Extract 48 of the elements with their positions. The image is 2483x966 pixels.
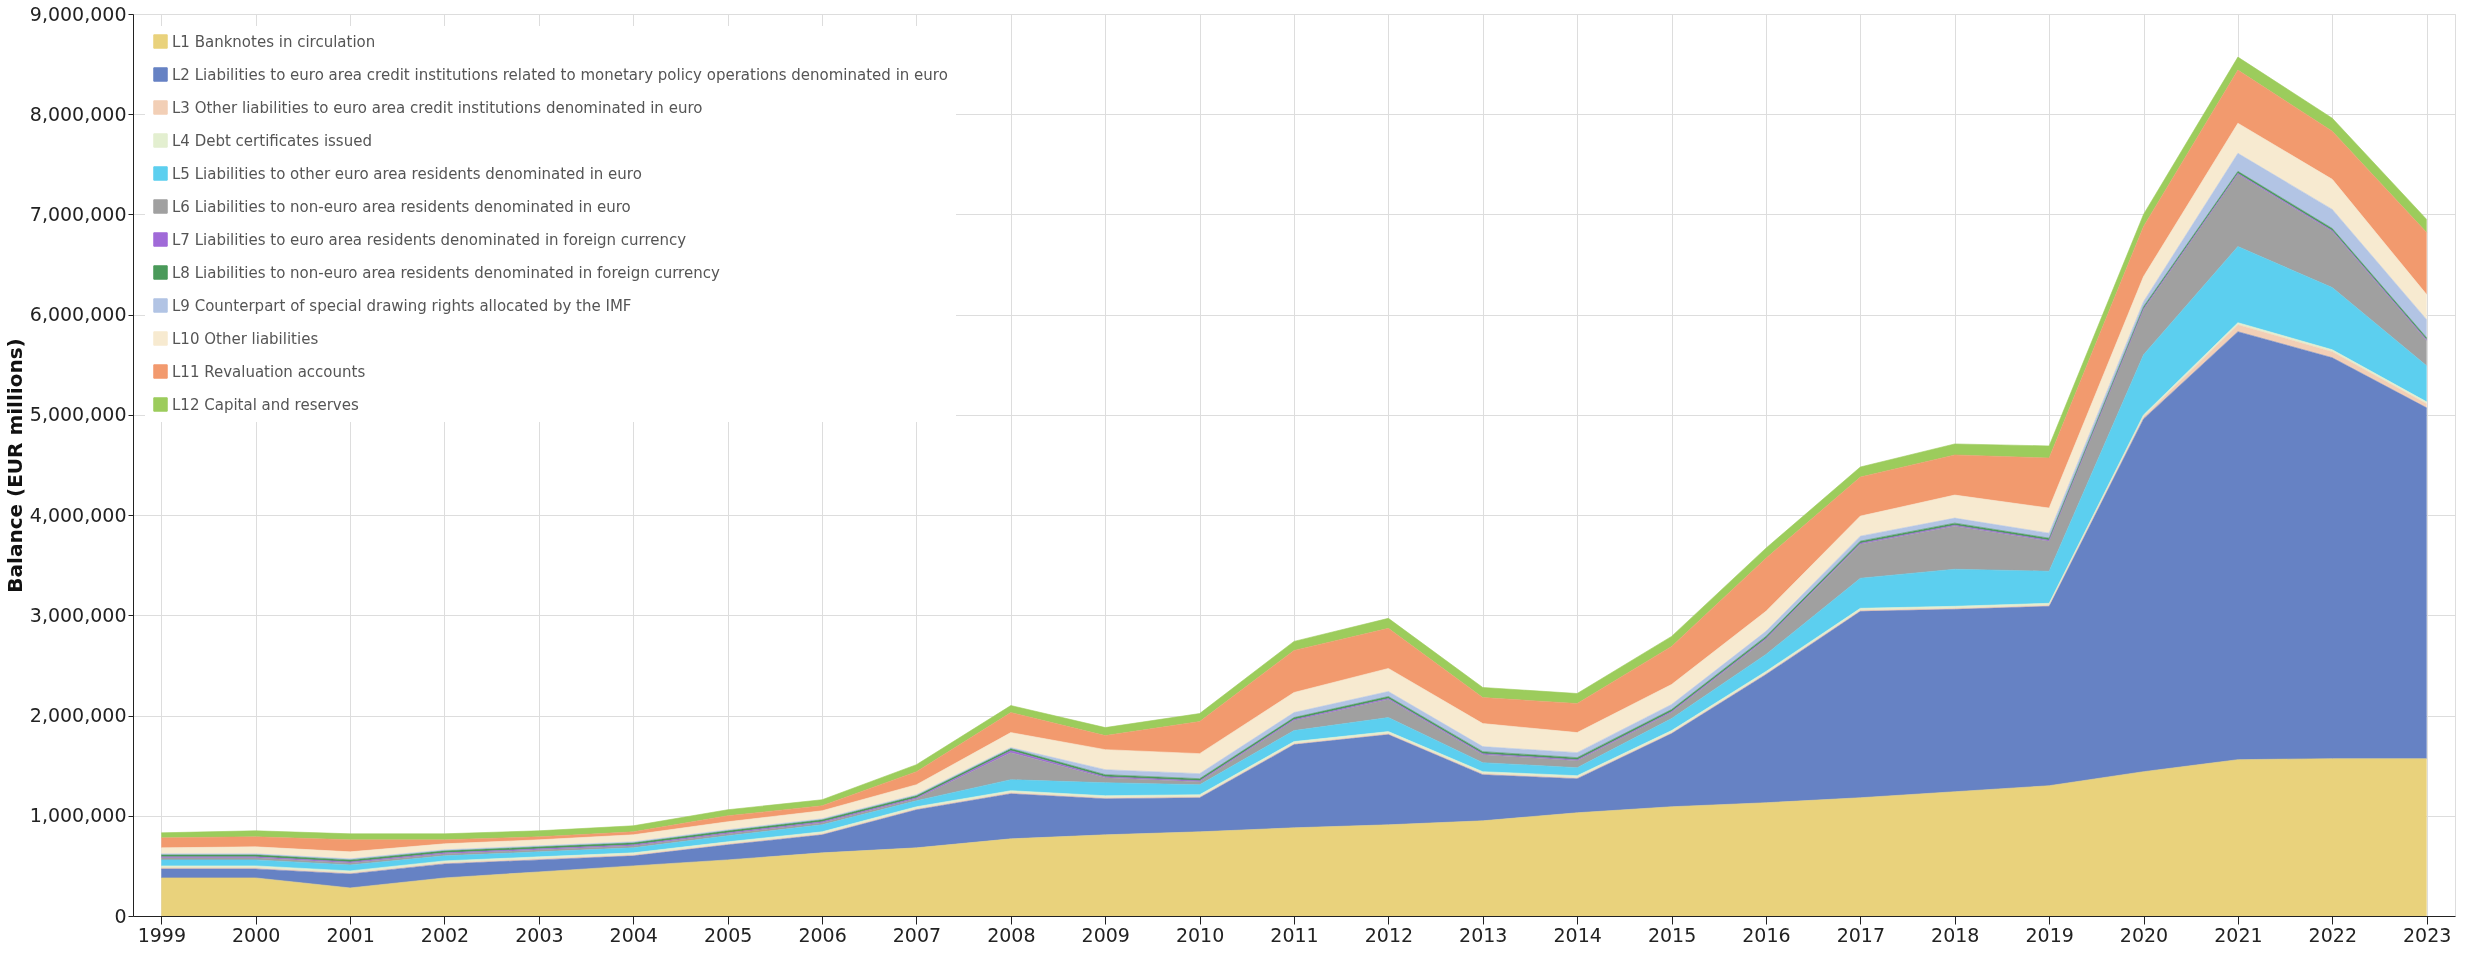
x-tick-label: 2017 (1836, 923, 1886, 946)
y-tick-label: 6,000,000 (29, 303, 127, 326)
y-tick-label: 0 (114, 904, 127, 927)
x-tick-label: 2000 (232, 923, 281, 946)
legend-label: L4 Debt certificates issued (172, 131, 372, 150)
x-tick-label: 2023 (2403, 923, 2452, 946)
legend-label: L6 Liabilities to non-euro area residents denominated in euro (172, 197, 631, 216)
legend-label: L7 Liabilities to euro area residents denominated in foreign currency (172, 230, 687, 249)
x-tick-label: 2002 (420, 923, 470, 946)
x-tick-label: 2009 (1081, 923, 1130, 946)
y-tick-label: 1,000,000 (29, 804, 127, 827)
x-tick-label: 2019 (2025, 923, 2074, 946)
x-tick-label: 2020 (2119, 923, 2169, 946)
x-tick-label: 2015 (1647, 923, 1697, 946)
x-tick-label: 2007 (892, 923, 942, 946)
y-tick-label: 4,000,000 (29, 503, 127, 526)
legend-label: L10 Other liabilities (172, 329, 319, 348)
y-tick-label: 9,000,000 (29, 2, 127, 25)
x-tick-label: 2014 (1553, 923, 1602, 946)
x-tick-label: 2022 (2308, 923, 2357, 946)
y-tick-label: 8,000,000 (29, 102, 127, 125)
legend-label: L2 Liabilities to euro area credit institutions related to monetary policy operations denominated in euro (172, 65, 948, 84)
legend-label: L1 Banknotes in circulation (172, 32, 376, 51)
x-tick-label: 2021 (2214, 923, 2263, 946)
y-tick-label: 7,000,000 (29, 202, 127, 225)
x-tick-label: 2012 (1364, 923, 1414, 946)
legend-label: L8 Liabilities to non-euro area residents denominated in foreign currency (172, 263, 720, 282)
y-tick-label: 3,000,000 (29, 603, 127, 626)
x-tick-label: 2013 (1459, 923, 1508, 946)
x-tick-label: 2011 (1270, 923, 1319, 946)
x-tick-label: 2018 (1931, 923, 1980, 946)
legend-label: L5 Liabilities to other euro area residents denominated in euro (172, 164, 642, 183)
legend-label: L9 Counterpart of special drawing rights allocated by the IMF (172, 296, 632, 315)
x-tick-label: 1999 (137, 923, 186, 946)
x-tick-label: 2001 (326, 923, 375, 946)
legend-label: L11 Revaluation accounts (172, 362, 366, 381)
y-tick-label: 2,000,000 (29, 704, 127, 727)
x-tick-label: 2016 (1742, 923, 1791, 946)
x-tick-label: 2006 (798, 923, 847, 946)
x-tick-label: 2003 (515, 923, 564, 946)
y-tick-label: 5,000,000 (29, 403, 127, 426)
x-tick-label: 2004 (609, 923, 658, 946)
x-tick-label: 2010 (1175, 923, 1225, 946)
legend-label: L12 Capital and reserves (172, 395, 359, 414)
y-axis-title: Balance (EUR millions) (2, 338, 27, 593)
legend-label: L3 Other liabilities to euro area credit institutions denominated in euro (172, 98, 703, 117)
x-tick-label: 2005 (703, 923, 753, 946)
x-tick-label: 2008 (987, 923, 1036, 946)
